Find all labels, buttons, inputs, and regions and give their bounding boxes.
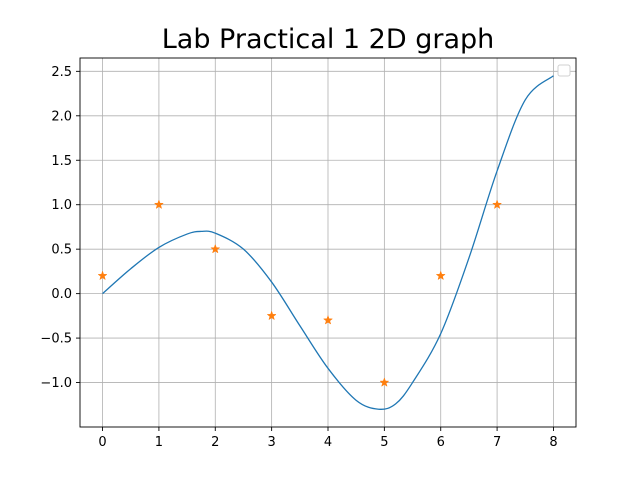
- y-tick-label: −1.0: [40, 376, 72, 391]
- grid: [80, 58, 576, 427]
- x-tick-label: 5: [380, 435, 388, 450]
- data-point-star: [492, 199, 503, 210]
- data-point-star: [379, 377, 390, 387]
- legend-box: [557, 64, 571, 77]
- data-point-star: [435, 270, 446, 281]
- x-axis-ticks: 0 1 2 3 4 5 6 7 8: [98, 427, 558, 450]
- x-tick-label: 4: [324, 435, 332, 450]
- series-line: [102, 75, 554, 410]
- x-tick-label: 6: [437, 435, 445, 450]
- data-point-star: [266, 310, 277, 321]
- y-tick-label: 2.0: [51, 109, 72, 124]
- x-tick-label: 1: [155, 435, 163, 450]
- y-tick-label: −0.5: [40, 332, 72, 347]
- x-tick-label: 2: [211, 435, 219, 450]
- y-tick-label: 1.5: [51, 154, 72, 169]
- x-tick-label: 3: [267, 435, 275, 450]
- data-point-star: [97, 270, 108, 281]
- data-point-star: [153, 199, 164, 210]
- x-tick-label: 7: [493, 435, 501, 450]
- series-line-group: [102, 75, 554, 410]
- y-tick-label: 0.5: [51, 243, 72, 258]
- legend: [557, 64, 571, 77]
- series-scatter-group: [97, 199, 503, 387]
- x-tick-label: 8: [549, 435, 557, 450]
- x-tick-label: 0: [98, 435, 106, 450]
- y-tick-label: 1.0: [51, 198, 72, 213]
- y-tick-label: 2.5: [51, 65, 72, 80]
- data-point-star: [322, 314, 334, 325]
- y-tick-label: 0.0: [51, 287, 72, 302]
- y-axis-ticks: −1.0 −0.5 0.0 0.5 1.0 1.5 2.0 2.5: [40, 65, 80, 391]
- chart-title: Lab Practical 1 2D graph: [162, 24, 495, 55]
- data-point-star: [210, 243, 221, 254]
